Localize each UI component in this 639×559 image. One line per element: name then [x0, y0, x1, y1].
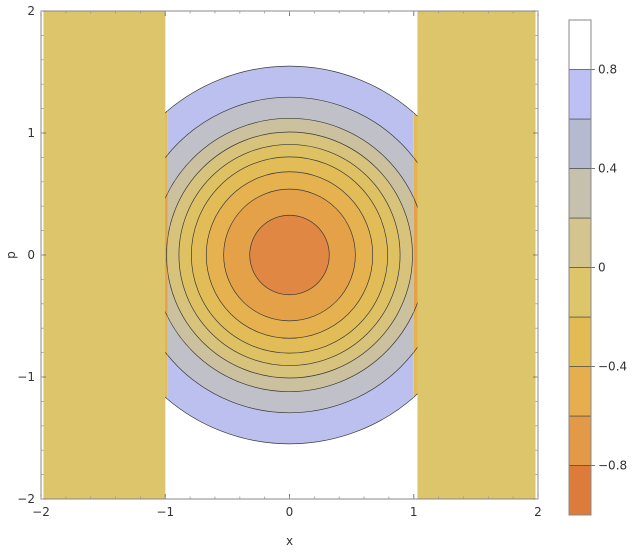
legend-band-9	[568, 69, 592, 120]
outer-region-overlay-2	[417, 11, 536, 499]
center-band	[167, 11, 414, 499]
legend-band-6	[568, 217, 592, 268]
x-tick-label: −1	[156, 505, 174, 519]
x-axis-title: x	[286, 534, 293, 548]
legend-tick-label: 0	[598, 261, 606, 275]
x-tick-label: 1	[410, 505, 418, 519]
legend: 0.8 0.4 0 −0.4 −0.8	[568, 19, 627, 516]
legend-band-5	[568, 267, 592, 318]
contour-band-9	[249, 214, 330, 296]
y-tick-label: 1	[27, 126, 35, 140]
x-tick-label: 2	[534, 505, 542, 519]
legend-band-2	[568, 415, 592, 466]
y-tick-label: 2	[27, 4, 35, 18]
legend-band-3	[568, 366, 592, 417]
legend-tick-label: −0.8	[598, 459, 627, 473]
y-tick-label: −1	[17, 370, 35, 384]
legend-tick-label: 0.4	[598, 162, 617, 176]
legend-band-10	[568, 19, 592, 70]
legend-tick-label: −0.4	[598, 360, 627, 374]
legend-tick-label: 0.8	[598, 63, 617, 77]
x-tick-label: −2	[32, 505, 50, 519]
y-tick-label: −2	[17, 492, 35, 506]
y-axis-title: p	[4, 251, 18, 259]
legend-band-1	[568, 465, 592, 516]
legend-band-4	[568, 316, 592, 367]
x-tick-label: 0	[286, 505, 294, 519]
legend-band-7	[568, 168, 592, 219]
outer-region-overlay-1	[43, 11, 166, 499]
y-tick-label: 0	[27, 248, 35, 262]
legend-band-8	[568, 118, 592, 169]
